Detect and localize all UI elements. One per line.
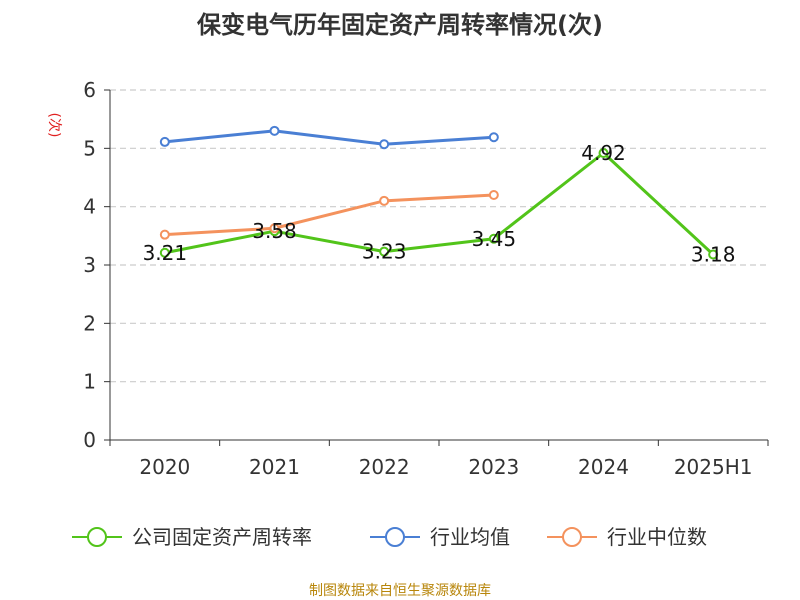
y-tick-label: 0 <box>83 428 96 452</box>
y-tick-label: 4 <box>83 195 96 219</box>
data-label: 3.45 <box>472 227 517 251</box>
data-label: 4.92 <box>581 141 626 165</box>
source-note: 制图数据来自恒生聚源数据库 <box>309 583 491 599</box>
grid-lines <box>110 89 768 383</box>
legend[interactable]: 公司固定资产周转率 行业均值 行业中位数 <box>72 525 707 549</box>
data-point <box>488 233 499 244</box>
data-point <box>488 190 499 200</box>
x-tick-label: 2021 <box>249 455 300 479</box>
data-point <box>488 132 499 143</box>
data-point <box>379 195 390 206</box>
data-point <box>269 223 280 234</box>
x-tick-label: 2022 <box>359 455 410 479</box>
y-tick-label: 6 <box>83 78 96 102</box>
legend-swatch-marker <box>562 527 582 547</box>
chart-title: 保变电气历年固定资产周转率情况(次) <box>196 11 603 39</box>
series-group <box>159 125 719 260</box>
data-point <box>708 249 719 260</box>
data-point <box>598 148 609 158</box>
legend-item-0[interactable]: 公司固定资产周转率 <box>72 525 312 549</box>
data-label: 3.21 <box>143 241 188 265</box>
y-tick-label: 3 <box>83 253 96 277</box>
legend-swatch-marker <box>87 527 107 547</box>
data-point <box>379 139 390 150</box>
legend-item-1[interactable]: 行业均值 <box>370 525 510 549</box>
y-tick-label: 2 <box>83 311 96 335</box>
series-line-2 <box>164 193 494 237</box>
data-point <box>159 136 170 147</box>
legend-item-2[interactable]: 行业中位数 <box>547 525 707 549</box>
data-label: 3.18 <box>691 243 736 267</box>
data-label: 3.23 <box>362 240 407 264</box>
legend-swatch-marker <box>385 527 405 547</box>
data-point <box>159 229 170 240</box>
data-label: 3.58 <box>252 219 297 243</box>
series-line-0 <box>164 151 715 256</box>
x-tick-label: 2023 <box>468 455 519 479</box>
data-point <box>269 125 280 136</box>
legend-label: 行业中位数 <box>607 525 707 549</box>
data-point <box>159 247 170 258</box>
x-tick-label: 2024 <box>578 455 629 479</box>
y-tick-label: 5 <box>83 136 96 160</box>
data-labels: 3.21 3.58 3.23 3.45 4.92 3.18 <box>143 141 736 267</box>
legend-label: 行业均值 <box>430 525 510 549</box>
y-tick-label: 1 <box>83 370 96 394</box>
legend-label: 公司固定资产周转率 <box>132 525 312 549</box>
series-line-1 <box>164 129 494 146</box>
x-tick-label: 2020 <box>139 455 190 479</box>
x-tick-label: 2025H1 <box>674 455 753 479</box>
axes: 0 1 2 3 4 5 6 2020 2021 2022 2023 2024 2025H1 <box>83 78 769 479</box>
y-axis-label: (次) <box>46 113 62 138</box>
data-point <box>379 246 390 257</box>
